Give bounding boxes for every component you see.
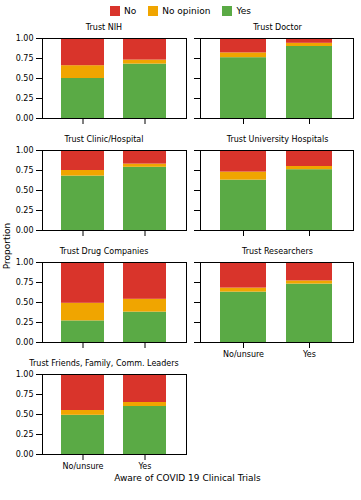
- html-text:Aware of COVID 19 Clinical Tri: Aware of COVID 19 Clinical Trials: [114, 473, 261, 483]
- svg-text:0.50: 0.50: [16, 74, 34, 83]
- svg-text:0.75: 0.75: [16, 278, 34, 287]
- svg-text:Yes: Yes: [302, 350, 316, 358]
- svg-text:0.00: 0.00: [16, 226, 34, 235]
- svg-text:1.00: 1.00: [16, 34, 34, 43]
- svg-text:1.00: 1.00: [16, 258, 34, 267]
- svg-text:0.50: 0.50: [16, 298, 34, 307]
- svg-text:No/unsure: No/unsure: [223, 350, 264, 358]
- html-text:No: No: [124, 6, 137, 16]
- svg-text:No/unsure: No/unsure: [63, 462, 104, 470]
- html-text:Yes: Yes: [236, 6, 251, 16]
- html-text:Trust Researchers: Trust Researchers: [242, 247, 313, 256]
- svg-text:0.25: 0.25: [16, 318, 34, 327]
- html-text:Trust University Hospitals: Trust University Hospitals: [226, 135, 329, 144]
- svg-text:0.75: 0.75: [16, 166, 34, 175]
- svg-text:0.00: 0.00: [16, 338, 34, 347]
- svg-text:0.25: 0.25: [16, 94, 34, 103]
- html-text:Trust NIH: Trust NIH: [85, 23, 123, 32]
- svg-text:0.50: 0.50: [16, 186, 34, 195]
- html-text:No opinion: No opinion: [162, 6, 211, 16]
- html-text:Trust Drug Companies: Trust Drug Companies: [59, 247, 149, 256]
- html-text:Trust Doctor: Trust Doctor: [253, 23, 302, 32]
- svg-text:Yes: Yes: [138, 462, 152, 470]
- html-text:Trust Clinic/Hospital: Trust Clinic/Hospital: [64, 135, 144, 144]
- html-text:Proportion: Proportion: [2, 222, 12, 270]
- svg-text:0.50: 0.50: [16, 410, 34, 419]
- svg-text:1.00: 1.00: [16, 146, 34, 155]
- svg-text:0.75: 0.75: [16, 390, 34, 399]
- svg-text:0.25: 0.25: [16, 430, 34, 439]
- svg-text:1.00: 1.00: [16, 370, 34, 379]
- svg-text:0.25: 0.25: [16, 206, 34, 215]
- svg-text:0.75: 0.75: [16, 54, 34, 63]
- html-text:Trust Friends, Family, Comm. L: Trust Friends, Family, Comm. Leaders: [29, 359, 179, 368]
- svg-text:0.00: 0.00: [16, 114, 34, 123]
- svg-text:0.00: 0.00: [16, 450, 34, 459]
